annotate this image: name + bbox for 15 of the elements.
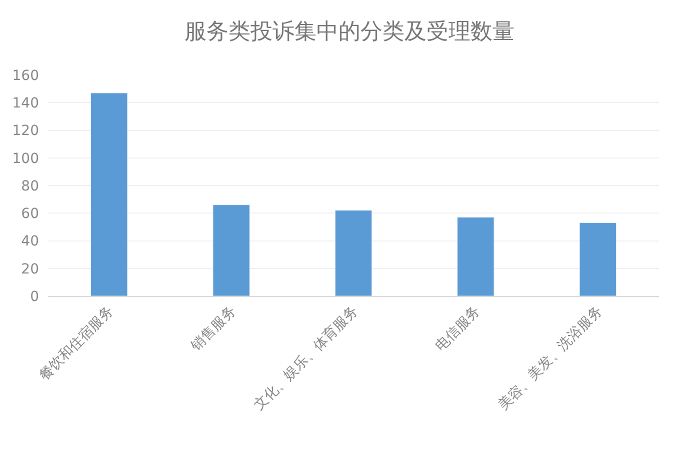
x-tick-label: 电信服务 [432, 303, 484, 354]
y-tick-label: 40 [21, 234, 39, 250]
x-tick-label: 文化、娱乐、体育服务 [250, 302, 362, 414]
y-tick-label: 60 [21, 206, 39, 222]
y-tick-label: 100 [12, 150, 39, 167]
x-tick-label: 销售服务 [187, 303, 240, 355]
y-tick-label: 20 [21, 261, 39, 278]
y-tick-label: 0 [30, 288, 39, 305]
chart-title: 服务类投诉集中的分类及受理数量 [184, 19, 514, 44]
y-tick-label: 160 [12, 68, 39, 84]
y-tick-label: 120 [12, 123, 39, 140]
x-tick-label: 美容、美发、洗浴服务 [495, 303, 606, 414]
y-tick-label: 140 [12, 96, 39, 112]
x-tick-label: 餐饮和住宿服务 [36, 303, 117, 384]
y-tick-label: 80 [21, 178, 39, 194]
